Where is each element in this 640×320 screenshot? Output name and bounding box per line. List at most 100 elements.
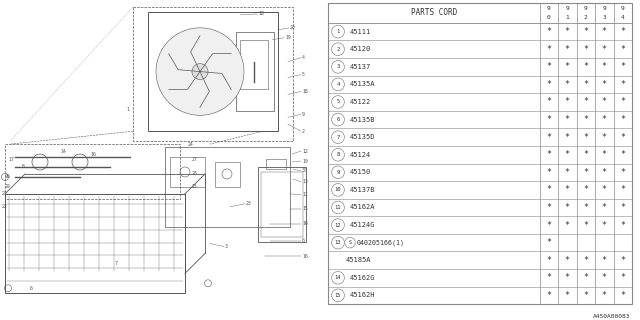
Bar (240, 40, 268, 90)
Text: 19: 19 (285, 35, 291, 40)
Text: *: * (564, 98, 570, 107)
Text: *: * (583, 27, 588, 36)
Bar (5, 144, 180, 199)
Bar (328, 3, 632, 304)
Text: *: * (602, 203, 607, 212)
Text: *: * (547, 168, 551, 177)
Circle shape (332, 289, 344, 302)
Text: 9: 9 (602, 6, 606, 11)
Text: 21: 21 (2, 191, 8, 196)
Text: *: * (564, 291, 570, 300)
Text: 6: 6 (337, 117, 340, 122)
Text: *: * (602, 150, 607, 159)
Circle shape (332, 25, 344, 38)
Circle shape (345, 237, 355, 248)
Text: *: * (583, 133, 588, 142)
Text: 11: 11 (302, 192, 308, 197)
Circle shape (332, 166, 344, 179)
Bar (236, 32, 274, 111)
Text: *: * (620, 185, 625, 194)
Text: *: * (620, 256, 625, 265)
Text: 2: 2 (584, 15, 588, 20)
Text: *: * (602, 291, 607, 300)
Circle shape (192, 64, 208, 80)
Text: 14: 14 (335, 275, 341, 280)
Text: *: * (620, 62, 625, 71)
Text: *: * (564, 185, 570, 194)
Text: *: * (547, 115, 551, 124)
Text: *: * (620, 98, 625, 107)
Text: 5: 5 (337, 100, 340, 104)
Text: 9: 9 (337, 170, 340, 175)
Text: *: * (620, 291, 625, 300)
Circle shape (332, 43, 344, 56)
Text: *: * (564, 203, 570, 212)
Text: *: * (602, 62, 607, 71)
Text: 16: 16 (302, 254, 308, 259)
Text: 8: 8 (337, 152, 340, 157)
Text: 15: 15 (302, 206, 308, 211)
Text: *: * (547, 80, 551, 89)
Text: 45137: 45137 (350, 64, 371, 70)
Text: 3: 3 (225, 244, 228, 249)
Text: *: * (620, 27, 625, 36)
Text: 4: 4 (621, 15, 625, 20)
Text: *: * (583, 256, 588, 265)
Text: 9: 9 (565, 6, 569, 11)
Text: *: * (620, 45, 625, 54)
Text: 18: 18 (302, 89, 308, 94)
Text: 25: 25 (192, 184, 198, 189)
Text: *: * (583, 62, 588, 71)
Text: *: * (583, 168, 588, 177)
Text: *: * (620, 80, 625, 89)
Bar (261, 172, 303, 236)
Text: *: * (602, 80, 607, 89)
Text: *: * (547, 150, 551, 159)
Text: *: * (564, 80, 570, 89)
Text: *: * (583, 220, 588, 229)
Text: 2: 2 (337, 47, 340, 52)
Text: 15: 15 (335, 293, 341, 298)
Text: *: * (620, 220, 625, 229)
Text: *: * (583, 115, 588, 124)
Text: *: * (620, 133, 625, 142)
Text: 29: 29 (5, 184, 11, 189)
Text: *: * (564, 45, 570, 54)
Text: *: * (547, 27, 551, 36)
Text: *: * (620, 203, 625, 212)
Text: 45135B: 45135B (350, 116, 376, 123)
Text: 1: 1 (126, 107, 129, 112)
Text: *: * (547, 185, 551, 194)
Bar (266, 159, 286, 169)
Text: 13: 13 (335, 240, 341, 245)
Text: 45162A: 45162A (350, 204, 376, 211)
Text: 5: 5 (302, 72, 305, 77)
Text: *: * (583, 273, 588, 282)
Text: *: * (583, 203, 588, 212)
Circle shape (332, 201, 344, 214)
Circle shape (332, 219, 344, 231)
Text: *: * (564, 273, 570, 282)
Text: 45162H: 45162H (350, 292, 376, 298)
Text: 45120: 45120 (350, 46, 371, 52)
Text: *: * (602, 256, 607, 265)
Text: *: * (547, 220, 551, 229)
Text: *: * (602, 27, 607, 36)
Text: 45122: 45122 (350, 99, 371, 105)
Text: *: * (620, 168, 625, 177)
Text: *: * (564, 220, 570, 229)
Text: 0: 0 (547, 15, 550, 20)
Text: 16: 16 (90, 152, 96, 156)
Text: *: * (602, 115, 607, 124)
Text: *: * (583, 45, 588, 54)
Text: 040205166(1): 040205166(1) (356, 239, 404, 246)
Text: *: * (564, 62, 570, 71)
Text: 16: 16 (302, 221, 308, 226)
Text: A450A00083: A450A00083 (593, 314, 630, 319)
Text: 7: 7 (337, 135, 340, 140)
Text: 45137B: 45137B (350, 187, 376, 193)
Text: 26: 26 (5, 174, 11, 180)
Bar (170, 157, 205, 187)
Text: 30: 30 (302, 168, 308, 173)
Text: 45162G: 45162G (350, 275, 376, 281)
